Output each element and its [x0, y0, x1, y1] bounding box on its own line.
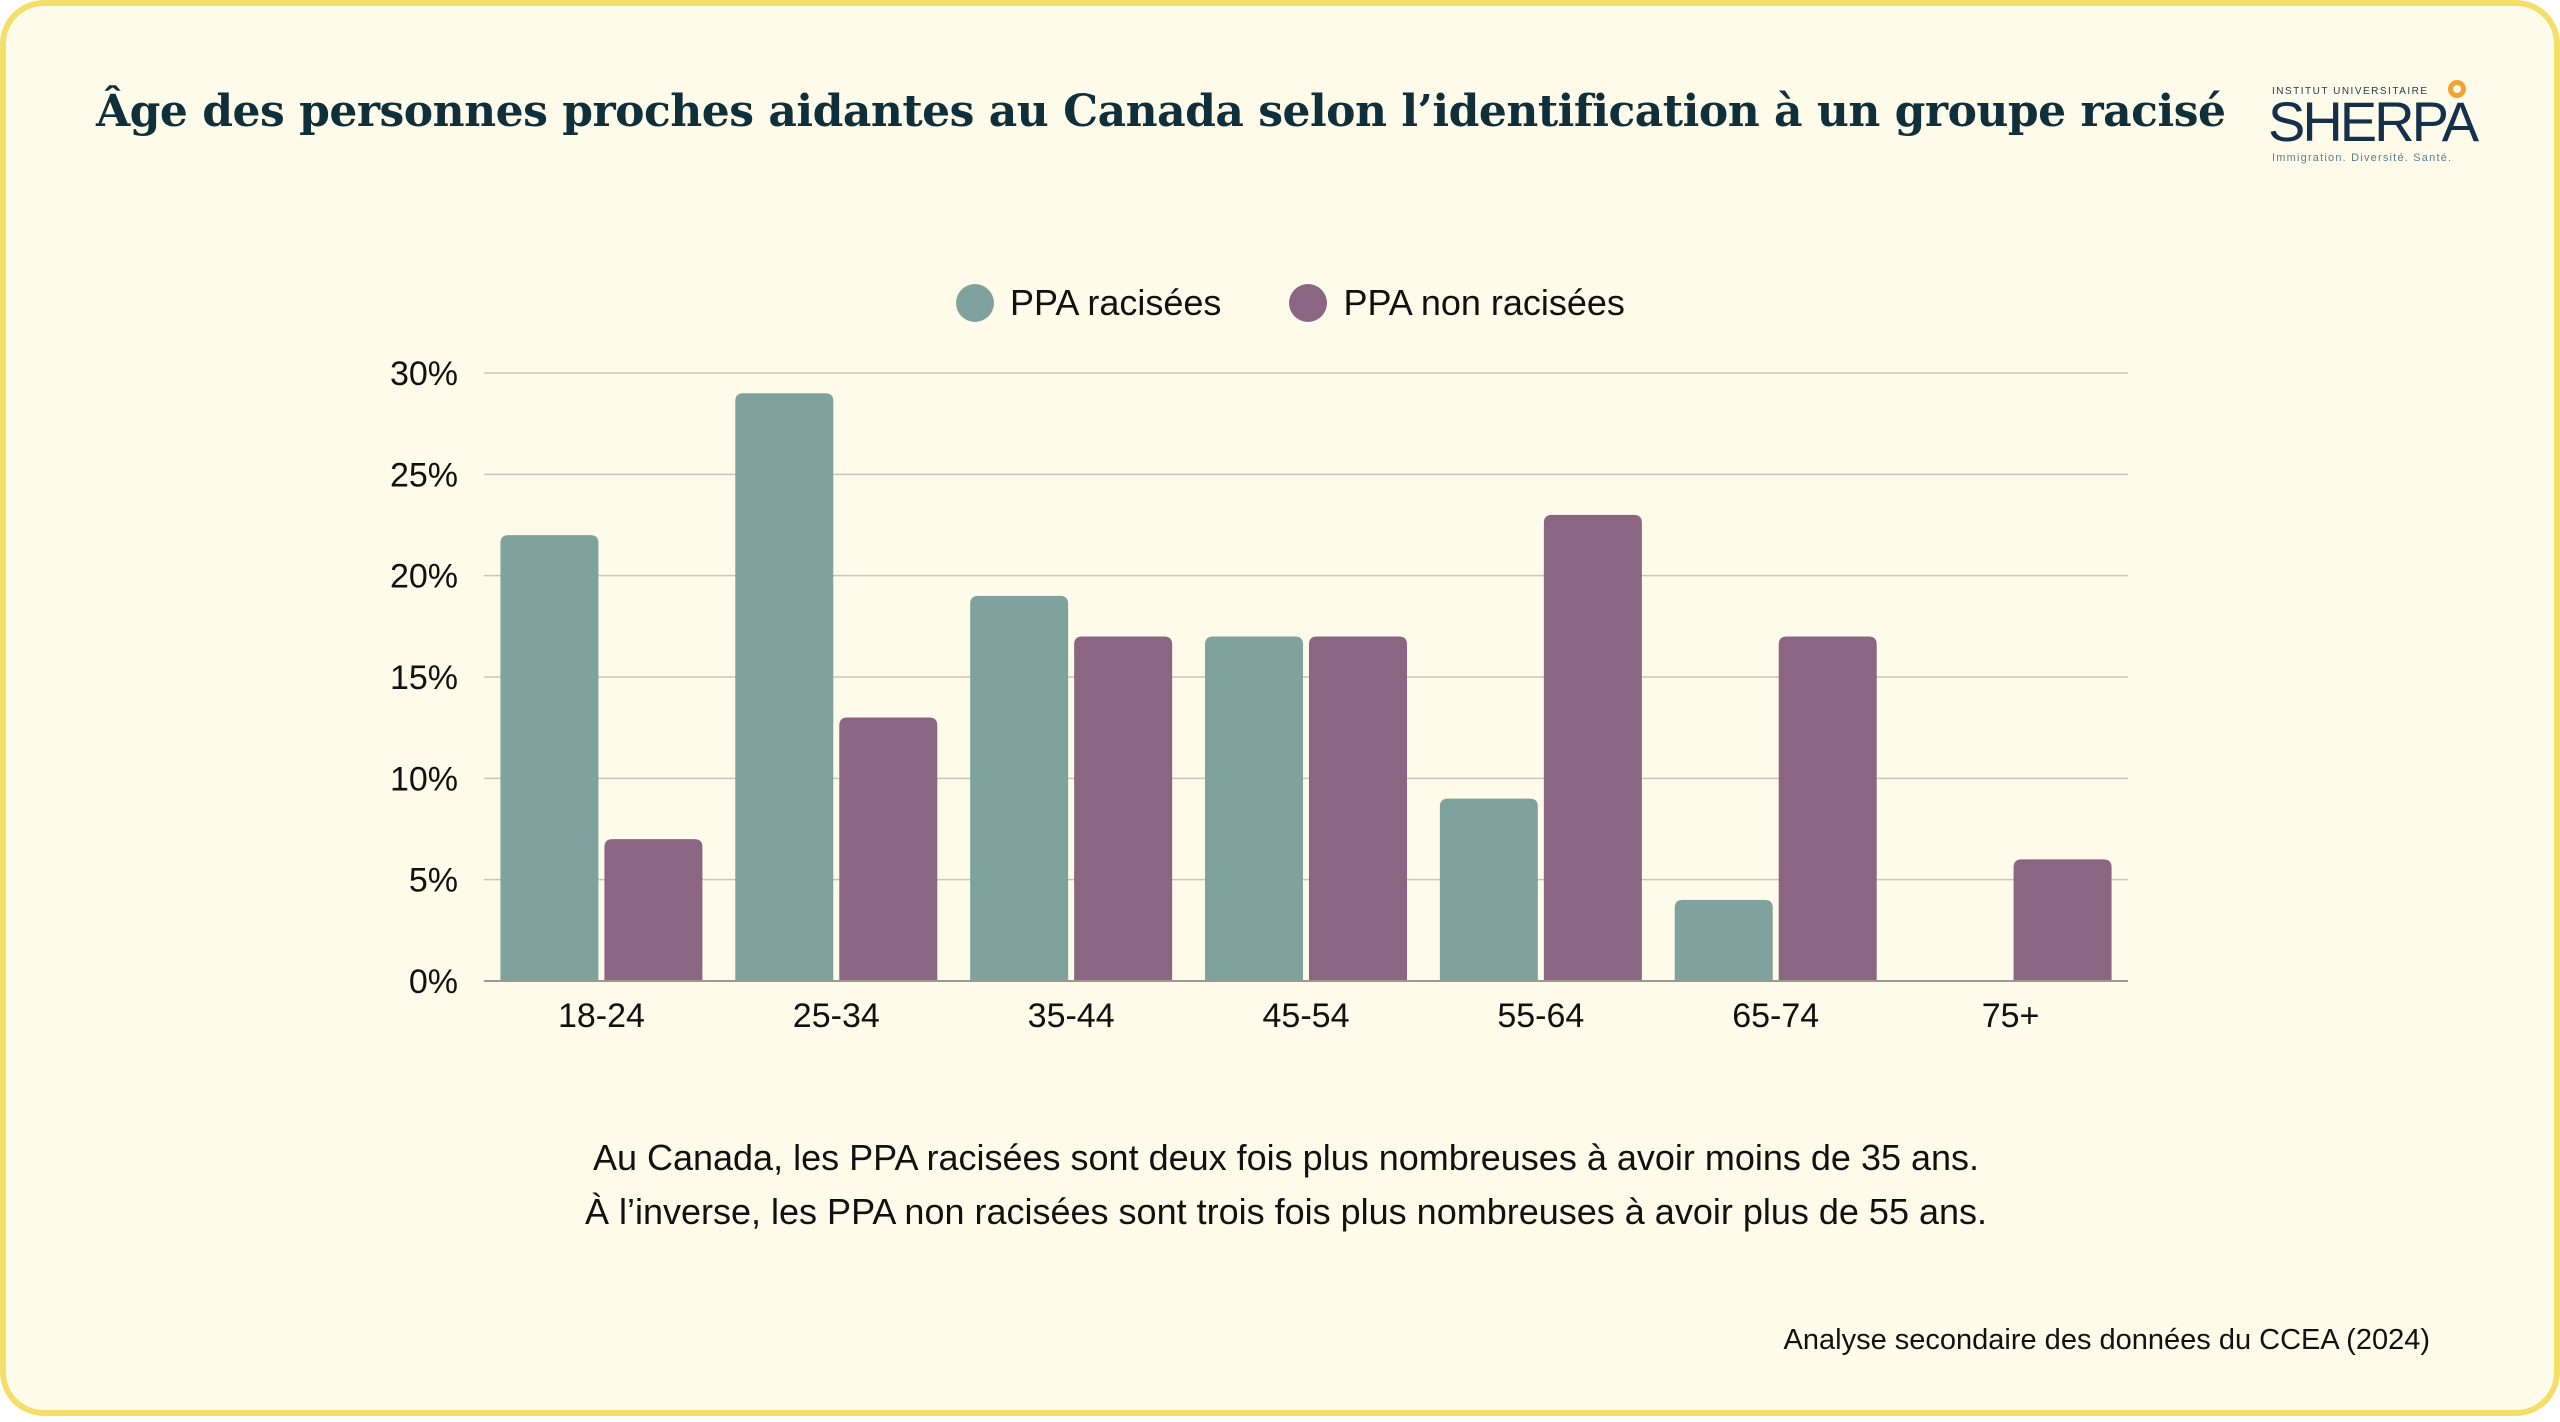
bar-chart: 0% 5% 10% 15% 20% 25% 30% 18-24 25-34 35-44 45-54 5… [390, 355, 2128, 1035]
bar-non-racisees [1309, 636, 1407, 981]
sherpa-logo: INSTITUT UNIVERSITAIRE SHERPA Immigratio… [2268, 78, 2488, 168]
legend-label-racisees: PPA racisées [1010, 282, 1222, 323]
x-tick-label: 25-34 [793, 997, 880, 1035]
note-line-1: Au Canada, les PPA racisées sont deux fo… [592, 1137, 1980, 1178]
x-tick-label: 55-64 [1497, 997, 1584, 1035]
x-tick-label: 18-24 [558, 997, 645, 1035]
x-tick-label: 45-54 [1263, 997, 1350, 1035]
bar-racisees [735, 393, 834, 981]
x-tick-label: 75+ [1982, 997, 2040, 1035]
legend-item-non-racisees: PPA non racisées [1289, 282, 1625, 324]
y-tick-label: 5% [409, 862, 458, 900]
logo-institute-text: INSTITUT UNIVERSITAIRE [2272, 86, 2429, 97]
bar-non-racisees [2013, 859, 2112, 981]
bar-racisees [1674, 899, 1773, 981]
chart-title: Âge des personnes proches aidantes au Ca… [96, 86, 2226, 137]
bar-non-racisees [839, 717, 938, 981]
x-tick-label: 65-74 [1732, 997, 1819, 1035]
logo-tagline: Immigration. Diversité. Santé. [2272, 152, 2453, 164]
y-tick-label: 20% [390, 558, 458, 596]
legend-label-non-racisees: PPA non racisées [1343, 282, 1625, 323]
chart-legend: PPA racisées PPA non racisées [956, 282, 1693, 324]
bar-racisees [1439, 798, 1538, 981]
bar-racisees [500, 535, 599, 981]
bar-non-racisees [1543, 514, 1642, 981]
bar-racisees [970, 595, 1069, 981]
bar-non-racisees [1778, 636, 1877, 981]
y-tick-label: 25% [390, 456, 458, 494]
logo-wordmark: SHERPA [2268, 90, 2479, 153]
bar-non-racisees [604, 839, 703, 981]
bar-non-racisees [1074, 636, 1173, 981]
legend-item-racisees: PPA racisées [956, 282, 1221, 324]
y-tick-label: 0% [409, 963, 458, 1001]
y-tick-label: 15% [390, 659, 458, 697]
y-tick-label: 30% [390, 355, 458, 393]
logo-ring-icon [2448, 80, 2466, 98]
legend-swatch-racisees [956, 284, 994, 322]
x-tick-label: 35-44 [1028, 997, 1115, 1035]
y-tick-label: 10% [390, 760, 458, 798]
source-note: Analyse secondaire des données du CCEA (… [1783, 1324, 2430, 1356]
bar-racisees [1205, 636, 1303, 981]
legend-swatch-non-racisees [1289, 284, 1328, 322]
note-line-2: À l’inverse, les PPA non racisées sont t… [584, 1191, 1988, 1232]
